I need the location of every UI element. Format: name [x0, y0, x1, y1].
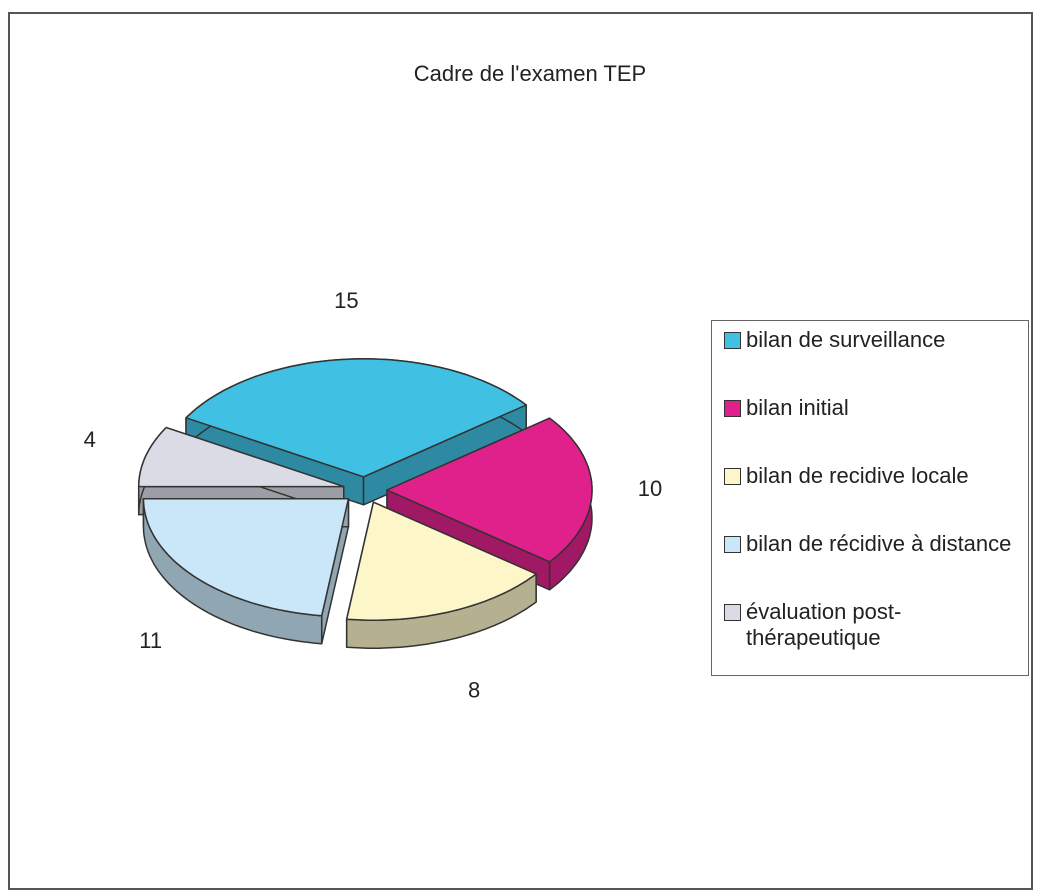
legend-item: bilan de recidive locale	[724, 463, 1022, 531]
chart-title: Cadre de l'examen TEP	[414, 61, 646, 86]
legend-label: bilan initial	[746, 395, 849, 420]
data-label: 15	[334, 288, 358, 313]
slice	[345, 501, 537, 621]
legend-swatch	[724, 604, 741, 621]
legend-swatch	[724, 332, 741, 349]
legend-swatch	[724, 536, 741, 553]
legend-label: bilan de recidive locale	[746, 463, 969, 488]
slice	[137, 426, 345, 488]
slice	[386, 417, 593, 563]
data-label: 4	[84, 427, 96, 452]
slice	[185, 358, 527, 478]
legend-label: bilan de récidive à distance	[746, 531, 1012, 556]
chart-frame	[8, 12, 1033, 890]
legend: bilan de surveillance bilan initial bilan …	[711, 320, 1029, 676]
slice	[142, 497, 350, 617]
legend-swatch	[724, 400, 741, 417]
legend-label: évaluation post-thérapeutique	[746, 599, 902, 650]
data-label: 8	[468, 678, 480, 703]
legend-item: bilan de récidive à distance	[724, 531, 1022, 599]
data-label: 10	[638, 476, 662, 501]
data-label: 11	[139, 628, 162, 653]
legend-item: évaluation post-thérapeutique	[724, 599, 1022, 667]
legend-label: bilan de surveillance	[746, 327, 946, 352]
legend-item: bilan initial	[724, 395, 1022, 463]
legend-item: bilan de surveillance	[724, 327, 1022, 395]
legend-swatch	[724, 468, 741, 485]
